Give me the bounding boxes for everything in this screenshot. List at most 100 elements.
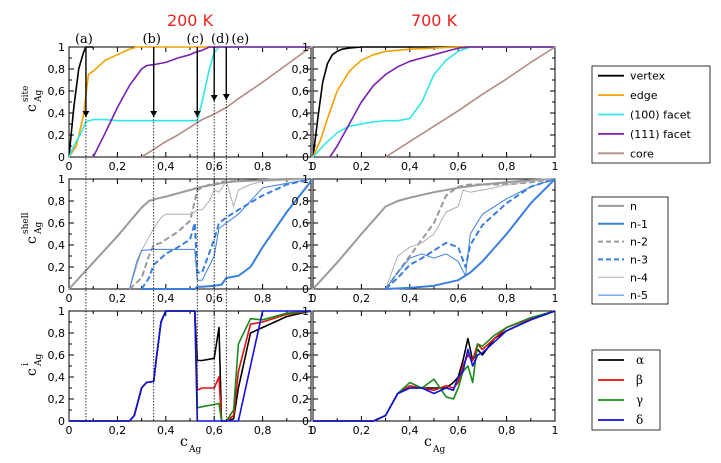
series-line-n [312, 178, 556, 290]
y-tick-label: 0 [302, 283, 309, 296]
y-tick-label: 0,8 [292, 327, 310, 340]
panel-site-200k: 000,20,20,40,40,60,60,80,811 [48, 41, 315, 173]
x-tick-label: 0,6 [449, 292, 467, 305]
y-axis-label-sup: i [21, 363, 31, 366]
legend-label: vertex [630, 70, 666, 83]
x-axis-label-sub: Ag [432, 445, 445, 455]
legend-label: γ [636, 393, 643, 407]
y-tick-label: 0 [302, 415, 309, 428]
x-tick-label: 0,4 [401, 424, 419, 437]
x-tick-label: 0 [310, 160, 317, 173]
x-tick-label: 0,2 [109, 292, 127, 305]
series-line-vertex [312, 46, 555, 158]
x-tick-label: 0,4 [157, 160, 175, 173]
legend-box [591, 196, 669, 305]
marker-arrowhead [210, 95, 218, 101]
series-line-α [69, 310, 312, 422]
y-tick-label: 0,8 [292, 195, 310, 208]
series-line-δ [69, 310, 311, 422]
y-tick-label: 0,4 [292, 239, 310, 252]
series-line-n-5 [385, 178, 556, 290]
x-tick-label: 0,2 [353, 160, 371, 173]
panels: 000,20,20,40,40,60,60,80,811000,20,20,40… [48, 41, 559, 437]
x-tick-label: 1 [308, 160, 315, 173]
x-tick-label: 0,8 [498, 292, 516, 305]
x-tick-label: 0 [66, 292, 73, 305]
x-tick-label: 0,8 [254, 424, 272, 437]
x-tick-label: 0,8 [498, 424, 516, 437]
y-tick-label: 0,6 [48, 217, 66, 230]
y-tick-label: 0,4 [48, 371, 66, 384]
y-tick-label: 0,2 [292, 261, 310, 274]
x-axis-label-sub: Ag [188, 445, 201, 455]
legend-label: α [636, 353, 644, 367]
series-line-β [313, 310, 556, 422]
series-line-n-1 [141, 180, 312, 290]
series-line-n-1 [385, 178, 556, 290]
x-tick-label: 0 [310, 292, 317, 305]
column-title-700k: 700 K [411, 11, 458, 30]
x-axis-label-700k: c Ag [424, 434, 445, 455]
legend-label: edge [630, 89, 658, 102]
y-axis-label-sub: Ag [34, 354, 44, 367]
y-tick-label: 0 [58, 415, 65, 428]
x-tick-label: 0 [310, 424, 317, 437]
x-tick-label: 0,2 [109, 424, 127, 437]
y-tick-label: 0,8 [48, 195, 66, 208]
series-line-γ [313, 310, 556, 422]
marker-label: (e) [231, 32, 249, 47]
x-tick-label: 0,6 [205, 160, 223, 173]
series-line-n-2 [384, 178, 556, 290]
marker-label: (c) [187, 32, 204, 47]
series-line-core [141, 46, 312, 158]
y-tick-label: 1 [58, 305, 65, 318]
y-tick-label: 1 [302, 305, 309, 318]
y-axis-label-sub: Ag [34, 90, 44, 103]
series-line-n-4 [129, 178, 312, 290]
x-tick-label: 0,8 [254, 292, 272, 305]
y-tick-label: 0,8 [292, 63, 310, 76]
series-line-γ [69, 310, 312, 422]
marker-label: (d) [211, 32, 229, 47]
y-tick-label: 0,6 [292, 217, 310, 230]
y-tick-label: 0,8 [48, 63, 66, 76]
y-tick-label: 0 [58, 151, 65, 164]
y-tick-label: 0,6 [48, 349, 66, 362]
marker-label: (b) [142, 32, 160, 47]
y-tick-label: 1 [58, 41, 65, 54]
y-axis-label-main: c [24, 104, 40, 112]
legend-shell: n n-1 n-2 n-3 n-4 n-5 [591, 196, 669, 305]
series-line-n-5 [129, 178, 312, 290]
series-line-β [69, 310, 312, 422]
x-tick-label: 0,4 [157, 424, 175, 437]
x-tick-label: 0,8 [498, 160, 516, 173]
x-tick-label: 0,6 [449, 424, 467, 437]
y-tick-label: 0,4 [292, 371, 310, 384]
x-tick-label: 0 [66, 424, 73, 437]
legend-label: δ [636, 413, 643, 427]
legend-box [591, 349, 661, 431]
y-axis-label-shell: c shell Ag [21, 212, 44, 244]
x-tick-label: 0,6 [449, 160, 467, 173]
series-line-n-3 [384, 178, 556, 290]
series-line-n-4 [385, 178, 556, 290]
panel-i-200k: 000,20,20,40,40,60,60,80,811 [48, 305, 315, 437]
legend-label: n-5 [630, 289, 648, 302]
marker-arrowhead [82, 111, 90, 117]
y-axis-label-main: c [24, 236, 40, 244]
y-tick-label: 0,2 [48, 261, 66, 274]
y-tick-label: 0,6 [48, 85, 66, 98]
x-tick-label: 0,6 [205, 424, 223, 437]
x-tick-label: 0,2 [109, 160, 127, 173]
marker-arrowhead [193, 111, 201, 117]
y-axis-label-i: ci Ag [21, 354, 44, 376]
series-line-(100) facet [68, 46, 311, 158]
x-tick-label: 0,2 [353, 424, 371, 437]
y-axis-label-site: c site Ag [21, 86, 44, 112]
series-line-edge [312, 46, 555, 158]
legend-site: vertex edge (100) facet (111) facet core [591, 65, 711, 164]
series-line-(111) facet [329, 46, 555, 158]
